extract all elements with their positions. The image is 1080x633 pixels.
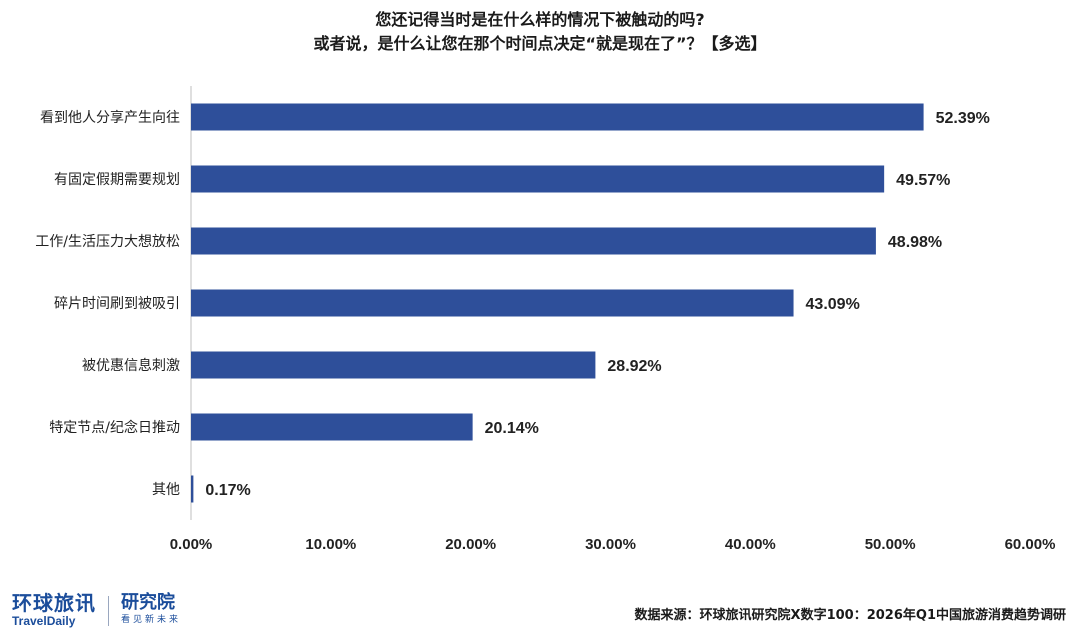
logo-sub-tagline: 看见新未来 [121, 615, 182, 625]
x-tick-label: 60.00% [1005, 536, 1056, 553]
category-label: 有固定假期需要规划 [54, 172, 180, 188]
x-tick-label: 0.00% [170, 536, 213, 553]
value-label: 48.98% [888, 234, 942, 251]
bar [191, 289, 794, 317]
bar [191, 165, 885, 193]
x-tick-label: 20.00% [445, 536, 496, 553]
value-label: 20.14% [485, 420, 539, 437]
value-label: 0.17% [205, 482, 250, 499]
bar [191, 103, 924, 131]
logo-divider [108, 596, 109, 626]
bar [191, 227, 876, 255]
chart-title-line2: 或者说，是什么让您在那个时间点决定“就是现在了”？【多选】 [313, 34, 767, 53]
category-label: 工作/生活压力大想放松 [35, 234, 180, 250]
logo-brand-en: TravelDaily [12, 614, 76, 628]
value-label: 28.92% [607, 358, 661, 375]
x-tick-label: 30.00% [585, 536, 636, 553]
value-label: 43.09% [806, 296, 860, 313]
bar [191, 351, 596, 379]
category-label: 特定节点/纪念日推动 [49, 419, 180, 436]
chart-title: 您还记得当时是在什么样的情况下被触动的吗? 或者说，是什么让您在那个时间点决定“… [0, 8, 1080, 56]
logo-brand-cn: 环球旅讯 [12, 591, 96, 615]
x-tick-label: 10.00% [305, 536, 356, 553]
source-note: 数据来源：环球旅讯研究院X数字100：2026年Q1中国旅游消费趋势调研 [634, 608, 1066, 623]
value-label: 49.57% [896, 172, 950, 189]
category-label: 看到他人分享产生向往 [40, 109, 180, 126]
bar [191, 475, 194, 503]
x-tick-label: 50.00% [865, 536, 916, 553]
brand-logo: 环球旅讯 TravelDaily 研究院 看见新未来 [12, 592, 181, 630]
category-label: 碎片时间刷到被吸引 [54, 296, 180, 312]
logo-sub: 研究院 看见新未来 [121, 592, 181, 626]
x-tick-label: 40.00% [725, 536, 776, 553]
value-label: 52.39% [936, 110, 990, 127]
bar [191, 413, 473, 441]
bar-chart: 看到他人分享产生向往 52.39% 有固定假期需要规划 49.57% 工作/生活压力大想… [35, 86, 1056, 553]
logo-main: 环球旅讯 TravelDaily [12, 592, 96, 628]
category-label: 其他 [152, 482, 180, 498]
chart-title-line1: 您还记得当时是在什么样的情况下被触动的吗? [375, 10, 705, 29]
logo-sub-cn: 研究院 [121, 592, 175, 613]
category-label: 被优惠信息刺激 [82, 357, 180, 374]
